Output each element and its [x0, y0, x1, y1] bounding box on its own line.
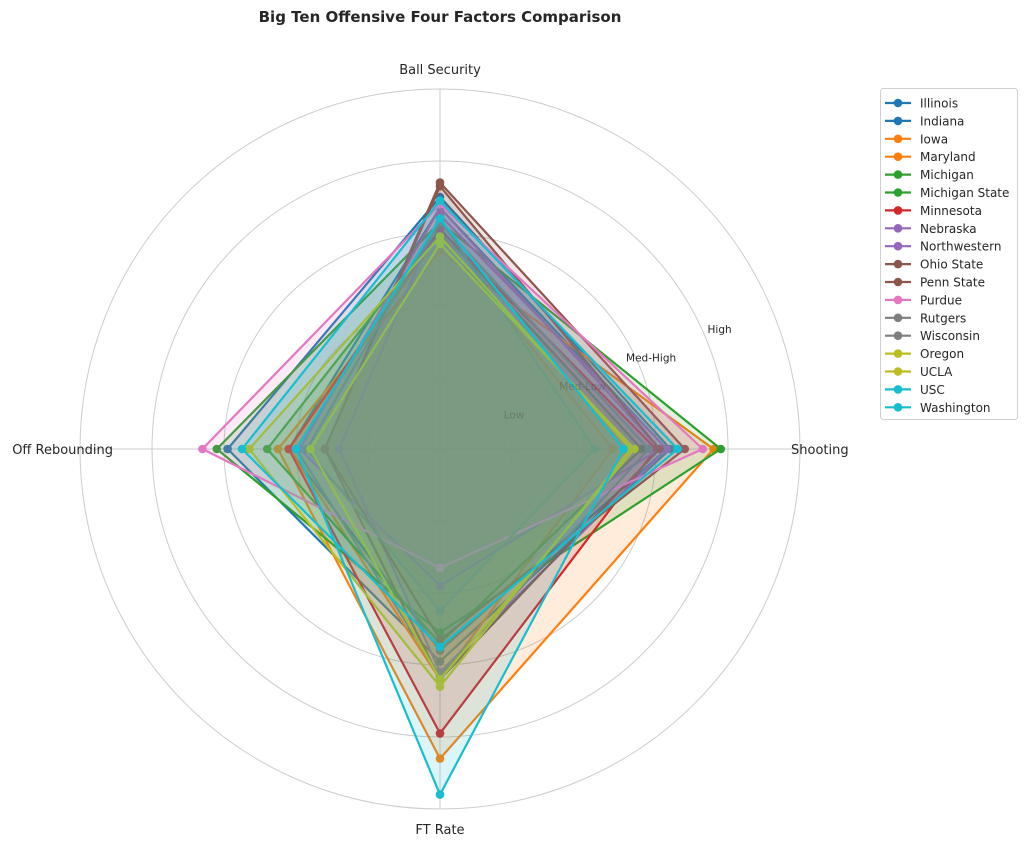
series-fill-usc: [242, 200, 678, 647]
data-point: [435, 196, 445, 205]
legend-marker: [893, 313, 903, 323]
data-point: [223, 444, 232, 454]
data-point: [320, 444, 330, 454]
data-point: [435, 563, 445, 573]
axis-label: Off Rebounding: [12, 443, 113, 458]
radar-series: [198, 178, 726, 799]
legend-label: Indiana: [920, 114, 964, 128]
series-fill-washington: [296, 218, 624, 795]
data-point: [655, 444, 664, 454]
legend-label: Rutgers: [920, 311, 966, 325]
axis-label: FT Rate: [415, 823, 464, 838]
data-point: [435, 754, 445, 763]
data-point: [435, 682, 445, 691]
data-point: [334, 444, 344, 454]
data-point: [435, 581, 445, 591]
series-fill-ucla: [310, 243, 635, 680]
chart-title: Big Ten Offensive Four Factors Compariso…: [259, 8, 622, 26]
axis-label: Ball Security: [399, 63, 481, 78]
data-point: [435, 635, 445, 645]
legend-marker: [893, 98, 903, 108]
legend-label: USC: [920, 383, 945, 397]
legend-marker: [893, 188, 903, 197]
legend-marker: [893, 367, 903, 376]
data-point: [619, 444, 628, 454]
legend-marker: [893, 152, 903, 161]
legend-marker: [893, 349, 903, 358]
legend-marker: [893, 170, 903, 179]
legend-label: Penn State: [920, 276, 985, 290]
ring-label: High: [708, 324, 732, 336]
data-point: [673, 444, 682, 454]
data-point: [306, 444, 315, 454]
data-point: [198, 444, 207, 454]
legend-label: Wisconsin: [920, 329, 980, 343]
legend-label: Oregon: [920, 347, 964, 361]
data-point: [435, 729, 445, 738]
data-point: [244, 444, 254, 454]
series-fill-purdue: [202, 204, 703, 568]
axis-labels: Ball Security Shooting FT Rate Off Reboundi…: [12, 63, 848, 838]
legend-marker: [893, 385, 903, 394]
legend: Illinois Indiana Iowa Maryland Michigan Michi…: [880, 88, 1018, 420]
legend-marker: [893, 331, 903, 341]
data-point: [435, 606, 445, 616]
legend-marker: [893, 224, 903, 233]
legend-label: Nebraska: [920, 222, 977, 236]
data-point: [435, 675, 445, 684]
legend-marker: [893, 206, 903, 215]
data-point: [284, 444, 294, 454]
data-point: [237, 444, 247, 454]
legend-label: Northwestern: [920, 240, 1001, 254]
series-fill-rutgers: [306, 218, 595, 611]
series-fill-penn-state: [324, 186, 660, 680]
data-point: [262, 444, 272, 454]
ring-label: Low: [504, 409, 525, 421]
axis-label: Shooting: [791, 443, 849, 458]
legend-marker: [893, 277, 903, 287]
data-point: [716, 444, 726, 454]
data-point: [680, 444, 690, 454]
data-point: [662, 444, 672, 454]
legend-label: Minnesota: [920, 204, 982, 218]
data-point: [590, 444, 600, 454]
series-fill-oregon: [249, 236, 631, 687]
legend-label: Michigan: [920, 168, 974, 182]
series-fill-wisconsin: [296, 222, 649, 676]
legend-marker: [893, 403, 903, 412]
legend-label: UCLA: [920, 365, 953, 379]
data-point: [644, 444, 654, 454]
data-point: [608, 444, 618, 454]
data-point: [435, 181, 445, 191]
legend-label: Washington: [920, 401, 991, 415]
legend-label: Maryland: [920, 150, 976, 164]
legend-label: Iowa: [920, 132, 948, 146]
ring-label: Med-High: [626, 353, 676, 365]
data-point: [435, 239, 445, 249]
data-point: [291, 444, 301, 454]
legend-marker: [893, 241, 903, 251]
data-point: [435, 232, 445, 241]
data-point: [273, 444, 283, 454]
data-point: [630, 444, 639, 454]
data-point: [212, 444, 222, 454]
legend-label: Illinois: [920, 97, 958, 111]
data-point: [637, 444, 646, 454]
data-point: [435, 642, 445, 652]
series-fill-ohio-state: [324, 182, 685, 640]
data-point: [698, 444, 708, 454]
legend-marker: [893, 134, 903, 144]
legend-marker: [893, 116, 903, 126]
legend-box: [880, 88, 1018, 420]
legend-label: Michigan State: [920, 186, 1009, 200]
data-point: [435, 657, 445, 666]
ring-label: Med-Low: [559, 381, 606, 393]
legend-marker: [893, 295, 903, 305]
data-point: [435, 790, 445, 799]
legend-label: Purdue: [920, 293, 962, 307]
legend-label: Ohio State: [920, 258, 983, 272]
data-point: [435, 214, 445, 223]
legend-marker: [893, 259, 903, 269]
